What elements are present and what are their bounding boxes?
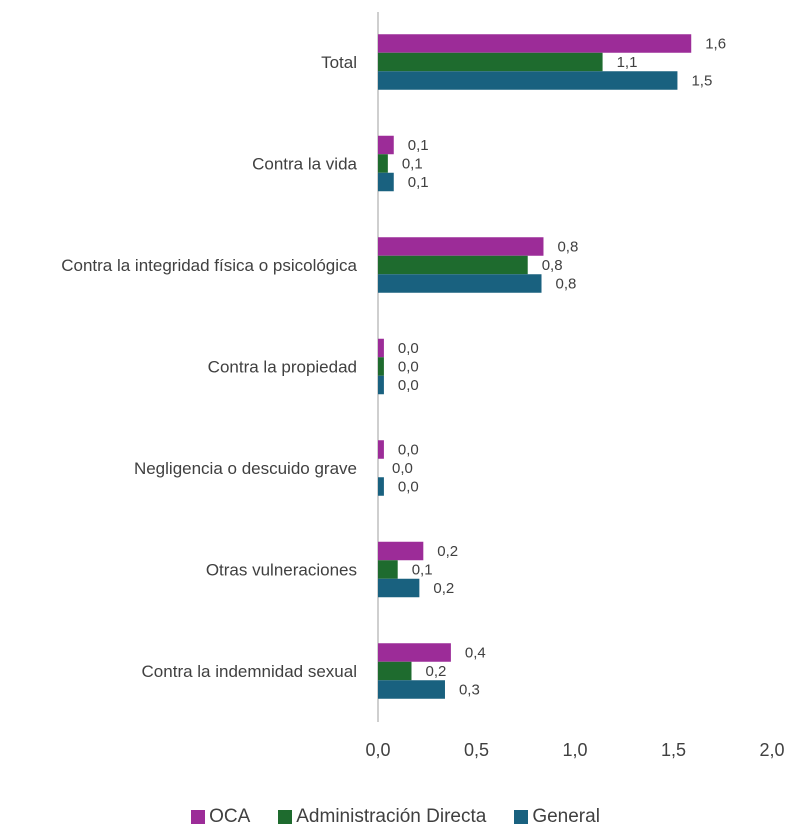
data-label-administracion-directa-contra-la-vida: 0,1	[402, 156, 423, 173]
bar-administracion-directa-contra-la-propiedad	[378, 357, 384, 376]
data-label-oca-total: 1,6	[705, 36, 726, 53]
bar-general-otras-vulneraciones	[378, 578, 420, 598]
bar-administracion-directa-total	[378, 52, 603, 72]
legend-swatch-general	[514, 810, 529, 824]
data-label-oca-contra-la-indemnidad-sexual: 0,4	[465, 645, 486, 662]
data-label-oca-contra-la-vida: 0,1	[408, 137, 429, 154]
data-label-general-total: 1,5	[691, 73, 712, 90]
bar-administracion-directa-contra-la-vida	[378, 154, 388, 173]
data-label-oca-contra-la-propiedad: 0,0	[398, 340, 419, 357]
x-tick-label: 0,5	[464, 740, 489, 760]
data-label-oca-negligencia-o-descuido-grave: 0,0	[398, 442, 419, 459]
bar-general-contra-la-integridad-fisica-o-psicologica	[378, 274, 542, 293]
data-label-general-contra-la-integridad-fisica-o-psicologica: 0,8	[556, 276, 577, 293]
bar-administracion-directa-otras-vulneraciones	[378, 560, 398, 579]
category-label-contra-la-indemnidad-sexual: Contra la indemnidad sexual	[142, 662, 357, 681]
x-tick-label: 2,0	[759, 740, 784, 760]
bar-oca-total	[378, 34, 692, 53]
data-label-general-contra-la-vida: 0,1	[408, 174, 429, 191]
bar-oca-negligencia-o-descuido-grave	[378, 440, 384, 459]
bar-administracion-directa-contra-la-indemnidad-sexual	[378, 661, 412, 681]
legend-label-oca: OCA	[209, 806, 251, 827]
bar-administracion-directa-contra-la-integridad-fisica-o-psicologica	[378, 255, 528, 275]
x-tick-label: 0,0	[365, 740, 390, 760]
legend-swatch-oca	[191, 810, 206, 824]
legend-label-administracion-directa: Administración Directa	[296, 806, 487, 827]
data-label-administracion-directa-contra-la-propiedad: 0,0	[398, 359, 419, 376]
data-label-general-contra-la-propiedad: 0,0	[398, 377, 419, 394]
legend-label-general: General	[532, 806, 600, 827]
category-label-negligencia-o-descuido-grave: Negligencia o descuido grave	[134, 459, 357, 478]
bar-general-contra-la-vida	[378, 172, 394, 192]
x-tick-label: 1,0	[562, 740, 587, 760]
bar-oca-contra-la-propiedad	[378, 338, 384, 358]
legend-item-administracion-directa: Administración Directa	[278, 806, 486, 828]
category-label-total: Total	[321, 53, 357, 72]
bar-oca-contra-la-indemnidad-sexual	[378, 643, 451, 662]
data-label-administracion-directa-otras-vulneraciones: 0,1	[412, 562, 433, 579]
category-label-contra-la-propiedad: Contra la propiedad	[208, 358, 357, 377]
data-label-administracion-directa-contra-la-integridad-fisica-o-psicologica: 0,8	[542, 257, 563, 274]
data-label-administracion-directa-total: 1,1	[617, 54, 638, 71]
legend-item-oca: OCA	[191, 806, 250, 828]
data-label-general-otras-vulneraciones: 0,2	[433, 580, 454, 597]
bar-general-total	[378, 71, 678, 90]
legend-item-general: General	[514, 806, 600, 828]
category-label-contra-la-integridad-fisica-o-psicologica: Contra la integridad física o psicológic…	[61, 256, 357, 275]
bar-oca-contra-la-vida	[378, 135, 394, 155]
data-label-administracion-directa-negligencia-o-descuido-grave: 0,0	[392, 460, 413, 477]
bar-oca-contra-la-integridad-fisica-o-psicologica	[378, 237, 544, 256]
legend-swatch-administracion-directa	[278, 810, 293, 824]
x-tick-label: 1,5	[661, 740, 686, 760]
bar-general-contra-la-indemnidad-sexual	[378, 680, 445, 699]
data-label-general-contra-la-indemnidad-sexual: 0,3	[459, 682, 480, 699]
category-label-otras-vulneraciones: Otras vulneraciones	[206, 561, 357, 580]
bar-general-contra-la-propiedad	[378, 375, 384, 395]
data-label-general-negligencia-o-descuido-grave: 0,0	[398, 479, 419, 496]
bar-general-negligencia-o-descuido-grave	[378, 477, 384, 496]
data-label-oca-contra-la-integridad-fisica-o-psicologica: 0,8	[557, 239, 578, 256]
data-label-oca-otras-vulneraciones: 0,2	[437, 543, 458, 560]
category-label-contra-la-vida: Contra la vida	[252, 155, 357, 174]
legend: OCA Administración Directa General	[0, 806, 791, 828]
data-label-administracion-directa-contra-la-indemnidad-sexual: 0,2	[425, 663, 446, 680]
bar-oca-otras-vulneraciones	[378, 541, 424, 561]
